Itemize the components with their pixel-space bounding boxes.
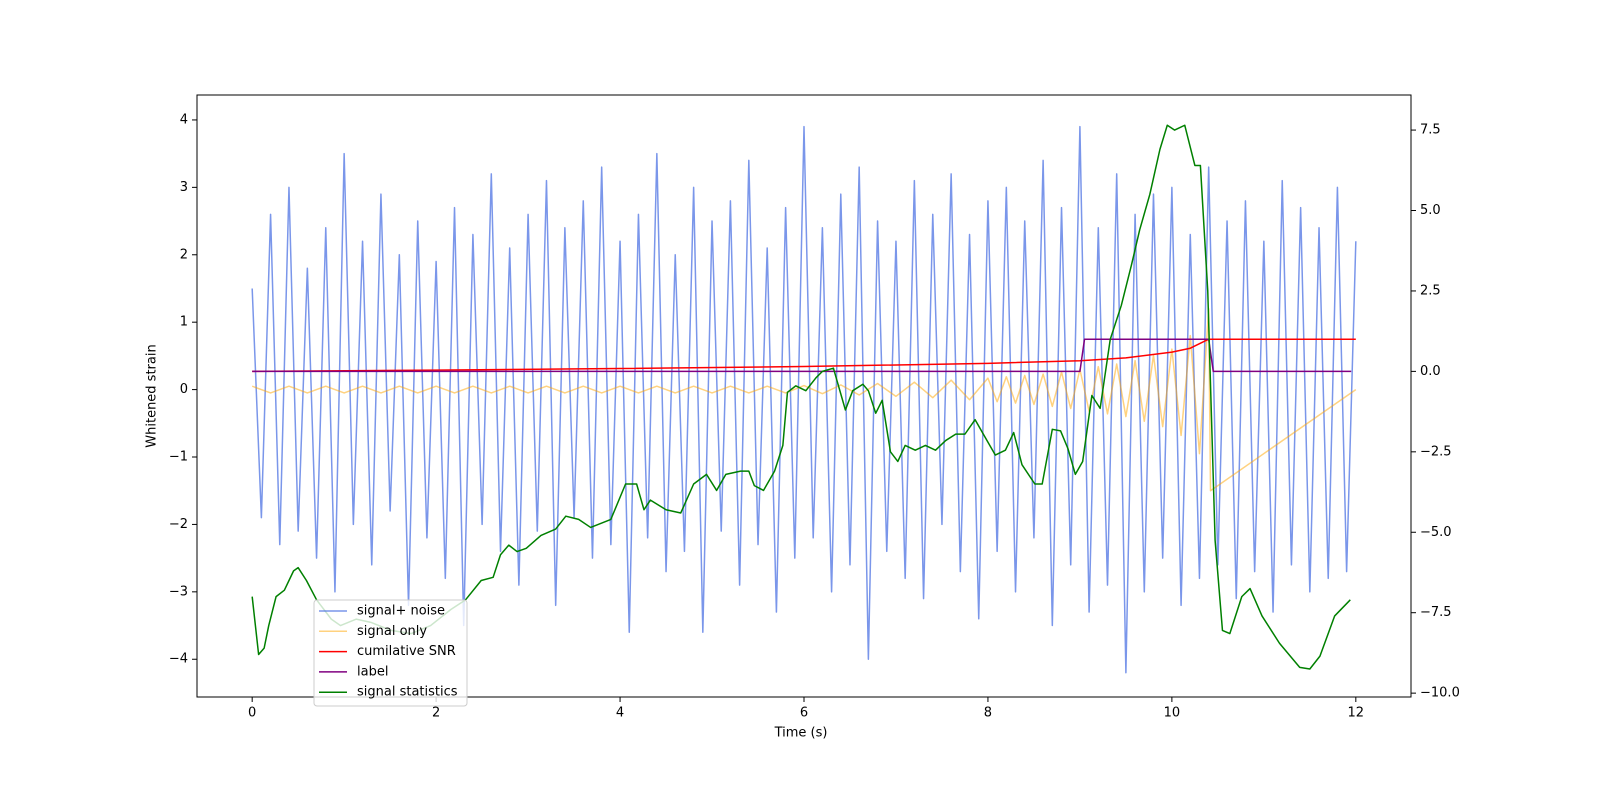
x-tick-label: 12 <box>1348 706 1365 721</box>
y-tick-label: −2 <box>169 517 188 532</box>
y2-tick-label: −10.0 <box>1420 686 1460 701</box>
plot-frame <box>196 94 1412 698</box>
y-tick-label: −3 <box>169 584 188 599</box>
legend-label: label <box>357 664 388 679</box>
series-line <box>252 338 1356 373</box>
x-tick-label: 4 <box>616 706 624 721</box>
x-tick-label: 10 <box>1164 706 1181 721</box>
y2-tick-label: 5.0 <box>1420 203 1441 218</box>
y2-tick-label: −2.5 <box>1420 444 1452 459</box>
x-tick-label: 8 <box>984 706 992 721</box>
y2-tick-label: 2.5 <box>1420 283 1441 298</box>
y-tick-label: −4 <box>169 652 188 667</box>
legend-label: signal only <box>357 624 427 639</box>
y-tick-label: −1 <box>169 450 188 465</box>
x-tick-label: 6 <box>800 706 808 721</box>
y-tick-label: 4 <box>180 112 188 127</box>
x-axis-label: Time (s) <box>774 726 828 741</box>
series-line <box>251 307 1357 492</box>
y2-tick-label: 7.5 <box>1420 123 1441 138</box>
legend-label: signal statistics <box>357 685 458 700</box>
y-tick-label: 3 <box>180 180 188 195</box>
y2-tick-label: 0.0 <box>1420 364 1441 379</box>
y-tick-label: 2 <box>180 247 188 262</box>
y2-tick-label: −7.5 <box>1420 605 1452 620</box>
series-line <box>252 338 1352 373</box>
x-tick-label: 0 <box>248 706 256 721</box>
series-line <box>251 125 1357 674</box>
y-axis-label: Whitened strain <box>145 344 160 447</box>
legend-label: signal+ noise <box>357 604 445 619</box>
y-tick-label: 0 <box>180 382 188 397</box>
y2-tick-label: −5.0 <box>1420 525 1452 540</box>
y-tick-label: 1 <box>180 315 188 330</box>
legend-box <box>313 599 468 707</box>
x-tick-label: 2 <box>432 706 440 721</box>
legend-label: cumilative SNR <box>357 644 456 659</box>
